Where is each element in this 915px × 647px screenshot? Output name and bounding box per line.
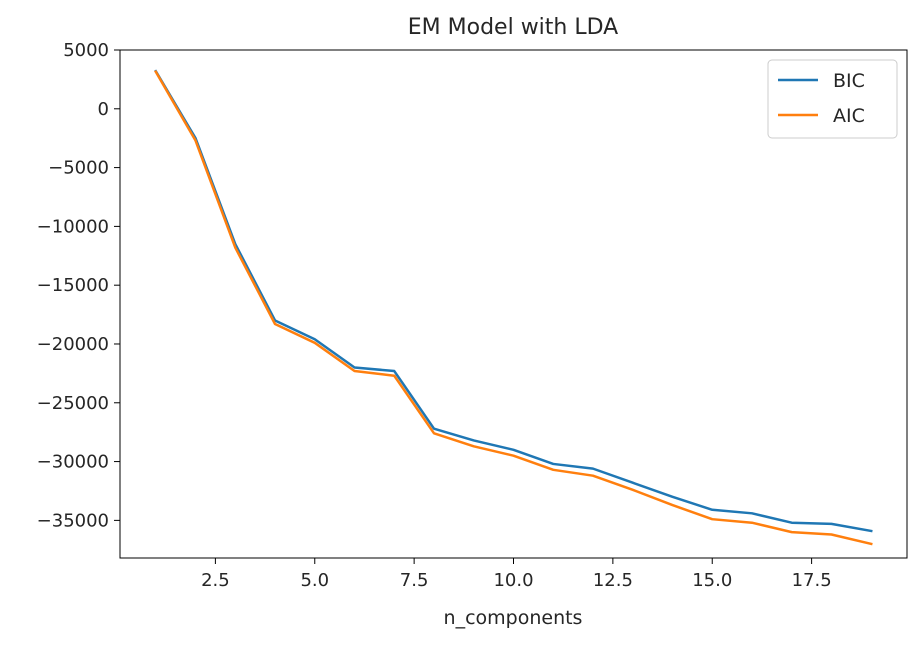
legend-label-aic: AIC — [833, 105, 865, 127]
y-tick-label: −20000 — [37, 334, 109, 355]
y-tick-label: −25000 — [37, 393, 109, 414]
x-tick-label: 5.0 — [300, 570, 329, 591]
series-line-bic — [154, 69, 873, 533]
y-tick-label: −35000 — [37, 510, 109, 531]
x-axis-label: n_components — [444, 607, 583, 629]
legend-label-bic: BIC — [833, 70, 865, 92]
x-tick-label: 12.5 — [593, 570, 633, 591]
y-tick-label: −15000 — [37, 275, 109, 296]
x-tick-label: 7.5 — [400, 570, 429, 591]
y-tick-label: 5000 — [63, 40, 109, 61]
y-tick-label: −5000 — [48, 158, 109, 179]
x-axis: 2.5 5.0 7.5 10.0 12.5 15.0 17.5 — [201, 558, 832, 591]
x-tick-label: 17.5 — [792, 570, 832, 591]
x-tick-label: 2.5 — [201, 570, 230, 591]
x-tick-label: 10.0 — [493, 570, 533, 591]
y-tick-label: −10000 — [37, 216, 109, 237]
legend: BIC AIC — [767, 59, 898, 139]
series-line-aic — [154, 70, 873, 546]
y-tick-label: −30000 — [37, 452, 109, 473]
chart-title: EM Model with LDA — [408, 15, 618, 40]
y-axis: 5000 0 −5000 −10000 −15000 −20000 −25000 −30000… — [37, 40, 120, 531]
x-tick-label: 15.0 — [692, 570, 732, 591]
series-lines — [154, 69, 873, 546]
y-tick-label: 0 — [98, 99, 109, 120]
